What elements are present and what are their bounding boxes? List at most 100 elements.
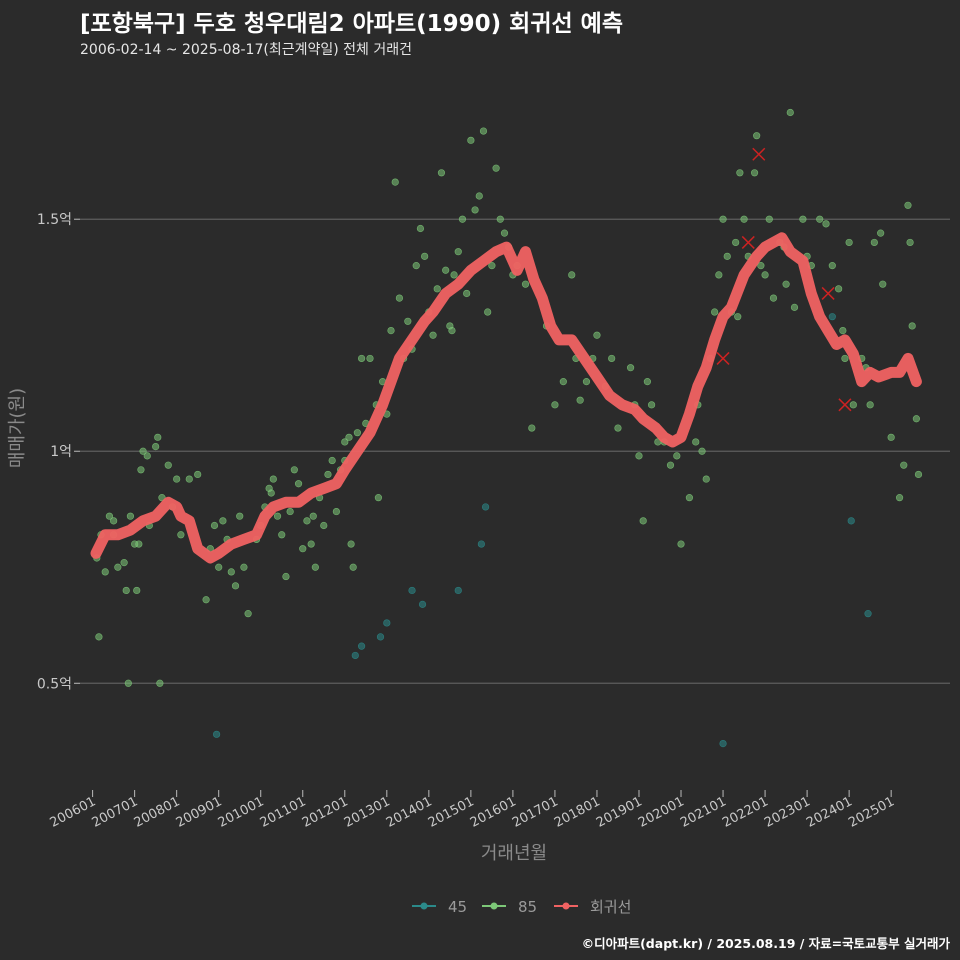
data-point-85: [433, 285, 441, 293]
data-point-85: [126, 512, 135, 520]
data-point-85: [278, 531, 286, 539]
x-tick-label: 201501: [426, 794, 477, 831]
data-point-85: [307, 540, 315, 548]
data-point-85: [692, 438, 700, 446]
data-point-85: [349, 563, 357, 571]
data-point-85: [374, 494, 383, 502]
x-tick-label: 201301: [342, 794, 393, 831]
legend-label: 회귀선: [590, 898, 631, 916]
data-point-85: [448, 326, 456, 335]
data-point-45: [719, 739, 727, 748]
data-point-85: [219, 517, 227, 525]
x-tick-label: 200701: [90, 794, 141, 831]
data-point-85: [282, 572, 290, 581]
data-point-85: [643, 378, 651, 386]
data-point-85: [828, 262, 836, 270]
legend-dot: [490, 902, 498, 910]
data-point-85: [395, 294, 404, 302]
data-point-85: [458, 215, 467, 223]
data-point-85: [593, 331, 601, 339]
data-point-85: [387, 326, 395, 335]
data-point-85: [685, 494, 694, 502]
data-point-85: [582, 378, 591, 386]
outlier-marker: [838, 398, 852, 412]
data-point-85: [698, 447, 706, 455]
data-point-85: [870, 238, 878, 247]
data-point-85: [273, 512, 282, 520]
outlier-marker: [741, 235, 755, 249]
x-tick-label: 201801: [552, 794, 603, 831]
x-tick-label: 201201: [300, 794, 351, 831]
data-point-85: [761, 271, 769, 279]
data-point-85: [906, 238, 914, 247]
data-point-85: [412, 262, 420, 270]
data-point-85: [904, 201, 912, 209]
legend: 45 85 회귀선: [412, 898, 631, 916]
data-point-85: [750, 169, 759, 177]
data-point-85: [734, 313, 742, 321]
data-point-85: [303, 517, 311, 525]
data-point-85: [110, 517, 118, 525]
legend-item-45: 45: [412, 898, 467, 916]
x-axis-label: 거래년월: [481, 843, 547, 864]
data-point-85: [786, 108, 794, 117]
data-point-85: [740, 215, 748, 223]
data-point-85: [900, 461, 908, 469]
data-point-85: [347, 540, 355, 548]
data-point-85: [753, 132, 761, 140]
outlier-stroke: [821, 286, 835, 300]
data-point-45: [376, 633, 385, 641]
data-point-85: [454, 248, 462, 256]
legend-item-85: 85: [482, 898, 537, 916]
data-point-85: [782, 280, 790, 288]
data-point-85: [328, 456, 336, 465]
data-point-85: [143, 452, 151, 460]
chart-subtitle: 2006-02-14 ~ 2025-08-17(최근계약일) 전체 거래건: [80, 42, 412, 58]
data-point-85: [133, 586, 141, 595]
data-point-85: [822, 220, 830, 228]
data-point-85: [790, 303, 799, 311]
y-axis-label: 매매가(원): [7, 388, 28, 468]
data-point-85: [324, 470, 332, 479]
outlier-stroke: [838, 398, 852, 412]
data-point-85: [715, 271, 723, 279]
outlier-markers: [716, 147, 852, 412]
data-point-85: [286, 507, 294, 516]
data-point-85: [154, 433, 162, 441]
data-point-85: [101, 568, 109, 576]
data-point-85: [416, 224, 425, 233]
data-point-85: [463, 289, 471, 298]
data-point-85: [877, 229, 885, 237]
data-point-85: [887, 433, 895, 441]
data-point-85: [723, 252, 731, 260]
data-point-85: [845, 238, 853, 247]
legend-dot: [562, 902, 570, 910]
data-point-85: [835, 285, 843, 293]
data-point-85: [194, 470, 202, 479]
data-point-85: [164, 461, 172, 469]
data-point-85: [341, 438, 349, 446]
data-point-85: [895, 494, 904, 502]
data-point-45: [383, 619, 391, 627]
data-point-85: [269, 475, 277, 483]
outlier-stroke: [752, 147, 766, 161]
data-point-85: [139, 447, 147, 455]
data-point-85: [437, 169, 446, 177]
data-point-45: [408, 586, 416, 595]
data-point-85: [559, 378, 567, 386]
data-point-85: [152, 443, 160, 451]
data-point-85: [353, 429, 361, 437]
y-tick-label: 1.5억: [37, 212, 72, 228]
data-point-85: [311, 563, 319, 571]
data-point-45: [828, 313, 836, 321]
data-point-85: [290, 466, 298, 474]
x-tick-label: 202101: [678, 794, 729, 831]
data-point-85: [366, 354, 374, 363]
data-point-85: [177, 531, 185, 539]
data-point-85: [332, 507, 340, 516]
data-point-85: [757, 262, 765, 270]
data-point-85: [879, 280, 887, 288]
y-tick-label: 1억: [50, 444, 72, 460]
data-point-85: [299, 545, 307, 553]
data-point-85: [500, 229, 509, 237]
